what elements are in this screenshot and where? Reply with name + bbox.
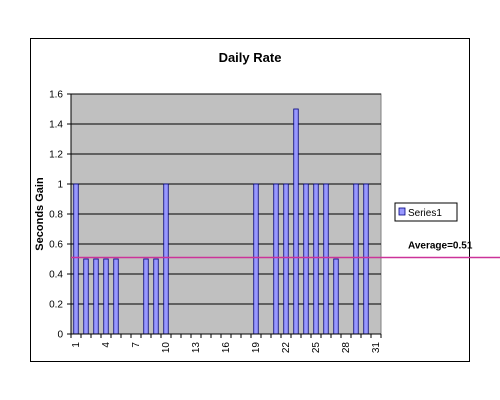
- legend-label: Series1: [408, 208, 442, 219]
- x-tick-label: 19: [251, 342, 262, 354]
- bar: [303, 183, 309, 335]
- y-tick-label: 0.4: [49, 270, 63, 281]
- chart-title: Daily Rate: [219, 50, 282, 65]
- bar: [73, 183, 79, 335]
- x-tick-label: 16: [221, 342, 232, 354]
- bar: [333, 258, 339, 335]
- bar: [253, 183, 259, 335]
- x-tick-label: 7: [131, 342, 142, 348]
- x-tick-label: 25: [311, 342, 322, 354]
- legend-box: [394, 202, 458, 222]
- bar: [323, 183, 329, 335]
- y-tick-label: 0.8: [49, 210, 63, 221]
- y-tick-label: 1: [57, 180, 63, 191]
- y-tick-label: 1.6: [49, 90, 63, 101]
- y-tick-label: 0.2: [49, 300, 63, 311]
- bar: [113, 258, 119, 335]
- average-label: Average=0.51: [408, 241, 473, 252]
- bar: [273, 183, 279, 335]
- bar: [103, 258, 109, 335]
- bar: [353, 183, 359, 335]
- bar: [143, 258, 149, 335]
- bar: [363, 183, 369, 335]
- y-tick-label: 0.6: [49, 240, 63, 251]
- x-tick-label: 22: [281, 342, 292, 354]
- x-tick-label: 28: [341, 342, 352, 354]
- bar: [293, 108, 299, 335]
- x-tick-label: 4: [101, 342, 112, 348]
- legend-swatch: [398, 207, 406, 216]
- y-tick-label: 1.4: [49, 120, 63, 131]
- bar: [163, 183, 169, 335]
- bar: [83, 258, 89, 335]
- y-tick-label: 0: [57, 330, 63, 341]
- bar: [313, 183, 319, 335]
- y-tick-label: 1.2: [49, 150, 63, 161]
- bar: [93, 258, 99, 335]
- y-axis-label: Seconds Gain: [34, 177, 46, 251]
- x-tick-label: 13: [191, 342, 202, 354]
- bar: [153, 258, 159, 335]
- x-tick-label: 31: [371, 342, 382, 354]
- x-tick-label: 1: [71, 342, 82, 348]
- bar: [283, 183, 289, 335]
- x-tick-label: 10: [161, 342, 172, 354]
